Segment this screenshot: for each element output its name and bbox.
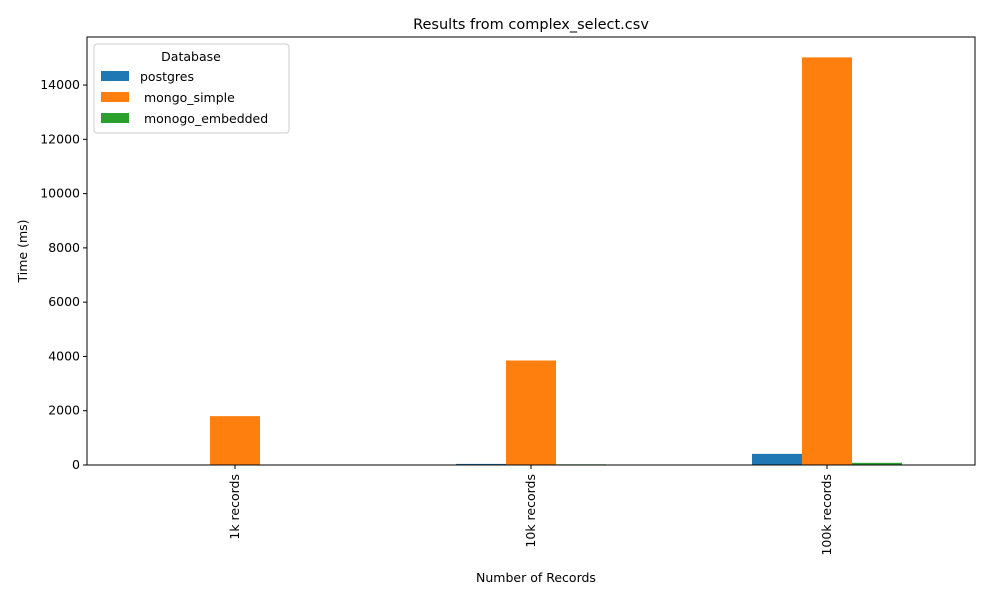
x-tick-label: 100k records	[819, 474, 834, 556]
x-axis: 1k records 10k records 100k records	[227, 465, 834, 556]
legend-swatch	[101, 113, 129, 123]
y-tick-label: 12000	[40, 131, 80, 146]
y-tick-label: 4000	[48, 348, 80, 363]
legend-label: postgres	[140, 69, 194, 84]
x-tick-label: 1k records	[227, 474, 242, 540]
y-tick-label: 10000	[40, 186, 80, 201]
legend-label: mongo_simple	[140, 90, 235, 105]
legend-label: monogo_embedded	[140, 111, 268, 126]
y-tick-label: 2000	[48, 403, 80, 418]
y-tick-label: 8000	[48, 240, 80, 255]
legend: Database postgres mongo_simple monogo_emb…	[94, 44, 289, 133]
chart-title: Results from complex_select.csv	[413, 17, 649, 33]
bar-2-1	[802, 57, 852, 465]
y-tick-label: 14000	[40, 77, 80, 92]
bar-1-1	[506, 361, 556, 465]
legend-swatch	[101, 92, 129, 102]
legend-swatch	[101, 71, 129, 81]
legend-title: Database	[161, 49, 221, 64]
y-axis: 0 2000 4000 6000 8000 10000 12000 14000	[40, 77, 87, 472]
bar-2-0	[752, 454, 802, 465]
y-tick-label: 0	[72, 457, 80, 472]
y-axis-label: Time (ms)	[15, 219, 30, 283]
bar-0-1	[210, 416, 260, 465]
x-axis-label: Number of Records	[476, 570, 596, 585]
y-tick-label: 6000	[48, 294, 80, 309]
x-tick-label: 10k records	[523, 474, 538, 548]
